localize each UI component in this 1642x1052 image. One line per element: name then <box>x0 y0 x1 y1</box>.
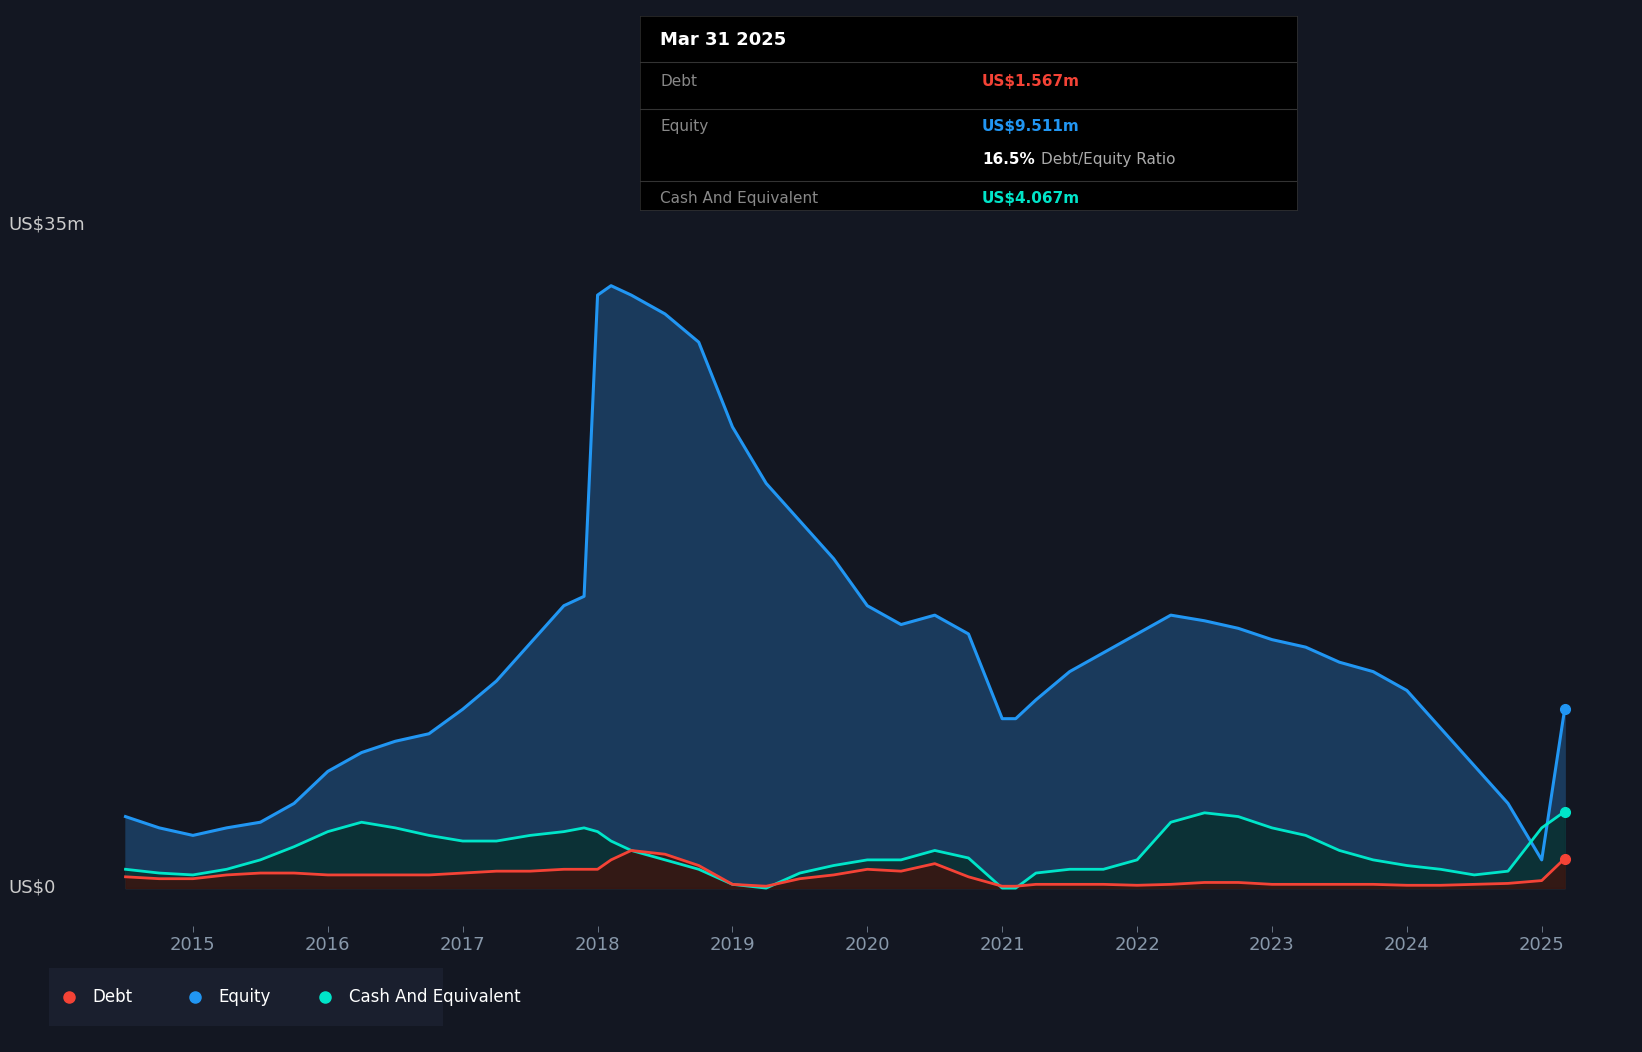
Text: Cash And Equivalent: Cash And Equivalent <box>348 988 521 1006</box>
Text: Equity: Equity <box>218 988 271 1006</box>
Text: US$35m: US$35m <box>8 216 85 234</box>
Text: Debt: Debt <box>92 988 133 1006</box>
Text: Debt/Equity Ratio: Debt/Equity Ratio <box>1041 151 1176 167</box>
Text: Debt: Debt <box>660 74 698 89</box>
Text: US$4.067m: US$4.067m <box>982 191 1080 206</box>
Text: Cash And Equivalent: Cash And Equivalent <box>660 191 818 206</box>
Text: US$9.511m: US$9.511m <box>982 119 1080 134</box>
Text: US$0: US$0 <box>8 878 56 896</box>
Text: Equity: Equity <box>660 119 708 134</box>
Text: US$1.567m: US$1.567m <box>982 74 1080 89</box>
Text: Mar 31 2025: Mar 31 2025 <box>660 32 787 49</box>
Text: 16.5%: 16.5% <box>982 151 1034 167</box>
